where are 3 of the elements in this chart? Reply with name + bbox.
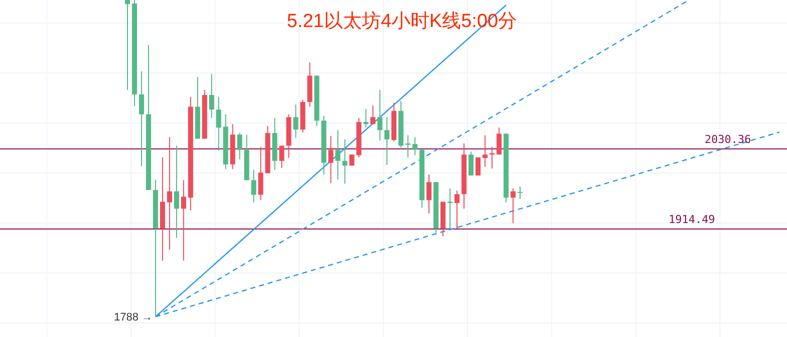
annotation: 2030.36 [704, 132, 751, 146]
annotation: 1788 → [114, 312, 153, 324]
annotation: 1914.49 [668, 212, 715, 226]
